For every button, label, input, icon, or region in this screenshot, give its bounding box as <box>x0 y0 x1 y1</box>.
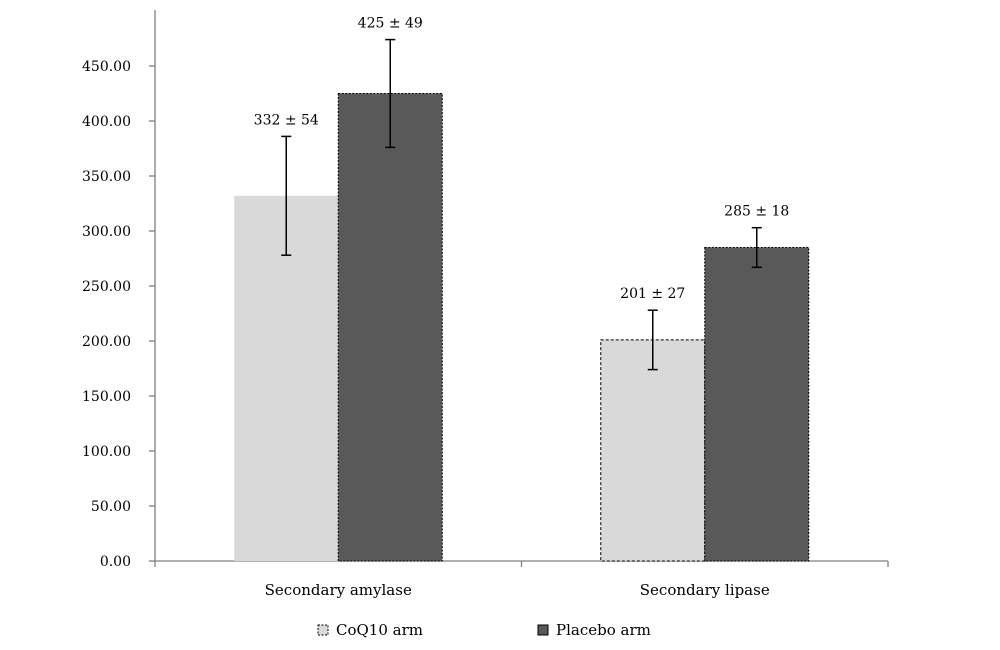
bars <box>234 93 810 562</box>
data-label: 201 ± 27 <box>620 286 685 302</box>
legend: CoQ10 arm Placebo arm <box>317 621 651 639</box>
data-label: 425 ± 49 <box>358 16 423 32</box>
y-tick-label: 350.00 <box>82 169 131 185</box>
data-label: 332 ± 54 <box>254 112 319 128</box>
bar-placebo-amylase <box>337 93 443 562</box>
y-tick-label: 300.00 <box>82 224 131 240</box>
axes: 0.00 50.00 100.00 150.00 200.00 250.00 300.00 3… <box>82 10 889 599</box>
data-labels: 332 ± 54 425 ± 49 201 ± 27 285 ± 18 <box>254 16 790 303</box>
legend-swatch-placebo <box>537 624 549 636</box>
y-tick-label: 50.00 <box>91 499 131 515</box>
y-tick-label: 150.00 <box>82 389 131 405</box>
y-tick-label: 250.00 <box>82 279 131 295</box>
bar-coq10-lipase <box>600 339 706 562</box>
y-tick-label: 100.00 <box>82 444 131 460</box>
error-bars <box>281 38 762 371</box>
y-tick-label: 450.00 <box>82 59 131 75</box>
data-label: 285 ± 18 <box>724 204 789 220</box>
y-tick-label: 200.00 <box>82 334 131 350</box>
legend-label-coq10: CoQ10 arm <box>336 621 423 639</box>
x-category-label: Secondary lipase <box>640 581 770 599</box>
legend-label-placebo: Placebo arm <box>556 621 651 639</box>
y-tick-label: 400.00 <box>82 114 131 130</box>
bar-placebo-lipase <box>704 247 810 562</box>
bar-coq10-amylase <box>234 195 339 562</box>
y-tick-label: 0.00 <box>100 554 131 570</box>
x-category-label: Secondary amylase <box>265 581 412 599</box>
legend-swatch-coq10 <box>317 624 329 636</box>
